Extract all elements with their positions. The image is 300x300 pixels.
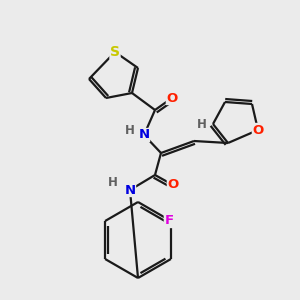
- Text: F: F: [164, 214, 173, 227]
- Text: S: S: [110, 45, 120, 59]
- Text: N: N: [138, 128, 150, 142]
- Text: H: H: [197, 118, 207, 130]
- Text: O: O: [167, 92, 178, 104]
- Text: H: H: [108, 176, 118, 190]
- Text: O: O: [167, 178, 178, 191]
- Text: N: N: [124, 184, 136, 196]
- Text: H: H: [125, 124, 135, 137]
- Text: O: O: [252, 124, 264, 136]
